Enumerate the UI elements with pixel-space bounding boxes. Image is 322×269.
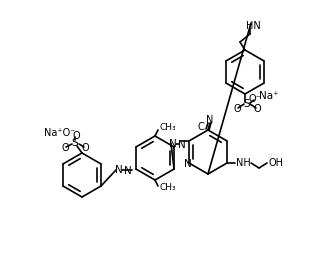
Text: O: O <box>61 143 69 153</box>
Text: CH₃: CH₃ <box>160 183 177 193</box>
Text: C: C <box>198 122 204 132</box>
Text: NH: NH <box>236 158 251 168</box>
Text: S: S <box>244 99 250 109</box>
Text: O: O <box>81 143 89 153</box>
Text: N: N <box>178 140 186 150</box>
Text: N: N <box>184 159 192 169</box>
Text: O: O <box>233 104 241 114</box>
Text: Na⁺: Na⁺ <box>259 91 279 101</box>
Text: HN: HN <box>246 21 260 31</box>
Text: OH: OH <box>269 158 284 168</box>
Text: Na⁺O⁻: Na⁺O⁻ <box>44 128 76 138</box>
Text: N: N <box>169 139 177 149</box>
Text: CH₃: CH₃ <box>160 123 177 133</box>
Text: S: S <box>72 138 78 148</box>
Text: N: N <box>206 115 214 125</box>
Text: O: O <box>253 104 261 114</box>
Text: O⁻: O⁻ <box>249 94 261 104</box>
Text: N: N <box>124 166 132 176</box>
Text: O: O <box>72 131 80 141</box>
Text: N: N <box>115 165 123 175</box>
